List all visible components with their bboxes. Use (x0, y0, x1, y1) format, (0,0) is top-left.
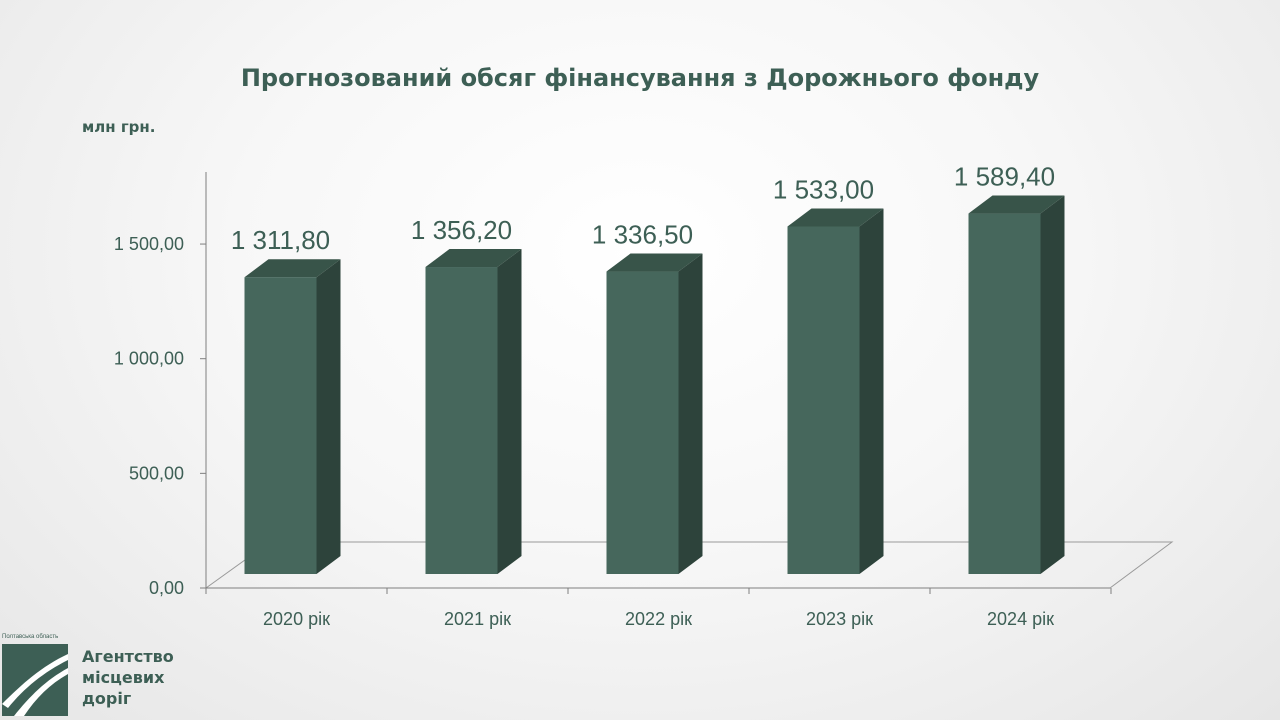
bar-front (787, 226, 860, 574)
bar-front (968, 213, 1041, 574)
bar-front (425, 267, 498, 574)
bar-top (968, 195, 1065, 214)
y-tick-label: 500,00 (129, 463, 184, 483)
y-tick-label: 1 000,00 (114, 349, 184, 369)
bar-2024 (968, 195, 1065, 574)
bar-side (497, 249, 522, 574)
bar-side (859, 208, 884, 574)
bar-side (1040, 195, 1065, 574)
y-axis-unit-label: млн грн. (82, 118, 156, 136)
bar-value-label: 1 356,20 (411, 215, 512, 245)
bar-value-label: 1 311,80 (231, 225, 330, 255)
bar-front (606, 271, 679, 574)
bar-top (606, 253, 703, 272)
chart-title: Прогнозований обсяг фінансування з Дорож… (240, 64, 1040, 92)
bar-2021 (425, 249, 522, 574)
x-category-label: 2024 рік (987, 609, 1054, 629)
agency-name: Агентство місцевих доріг (82, 646, 174, 709)
agency-logo-icon (2, 644, 68, 716)
agency-name-line-1: Агентство (82, 647, 174, 666)
x-category-label: 2021 рік (444, 609, 511, 629)
bar-value-label: 1 336,50 (592, 220, 693, 250)
bar-2022 (606, 253, 703, 575)
chart-axes (200, 172, 1112, 594)
bar-side (316, 259, 341, 574)
chart-bars (244, 195, 1065, 575)
bar-front (244, 277, 317, 574)
bar-side (678, 253, 703, 575)
bar-2023 (787, 208, 884, 574)
bar-2020 (244, 259, 341, 574)
bar-value-label: 1 589,40 (954, 162, 1055, 192)
x-category-label: 2022 рік (625, 609, 692, 629)
chart-labels: 0,00 500,00 1 000,00 1 500,00 1 311,80 2020 р… (114, 162, 1055, 629)
agency-name-line-3: доріг (82, 689, 132, 708)
x-category-label: 2023 рік (806, 609, 873, 629)
y-tick-label: 1 500,00 (114, 234, 184, 254)
bar-value-label: 1 533,00 (773, 174, 874, 204)
bar-top (425, 249, 522, 268)
logo-region-caption: Полтавська область (2, 634, 59, 640)
bar-top (787, 208, 884, 227)
x-category-label: 2020 рік (263, 609, 330, 629)
bar-top (244, 259, 341, 278)
y-tick-label: 0,00 (149, 578, 184, 598)
agency-name-line-2: місцевих (82, 668, 165, 687)
